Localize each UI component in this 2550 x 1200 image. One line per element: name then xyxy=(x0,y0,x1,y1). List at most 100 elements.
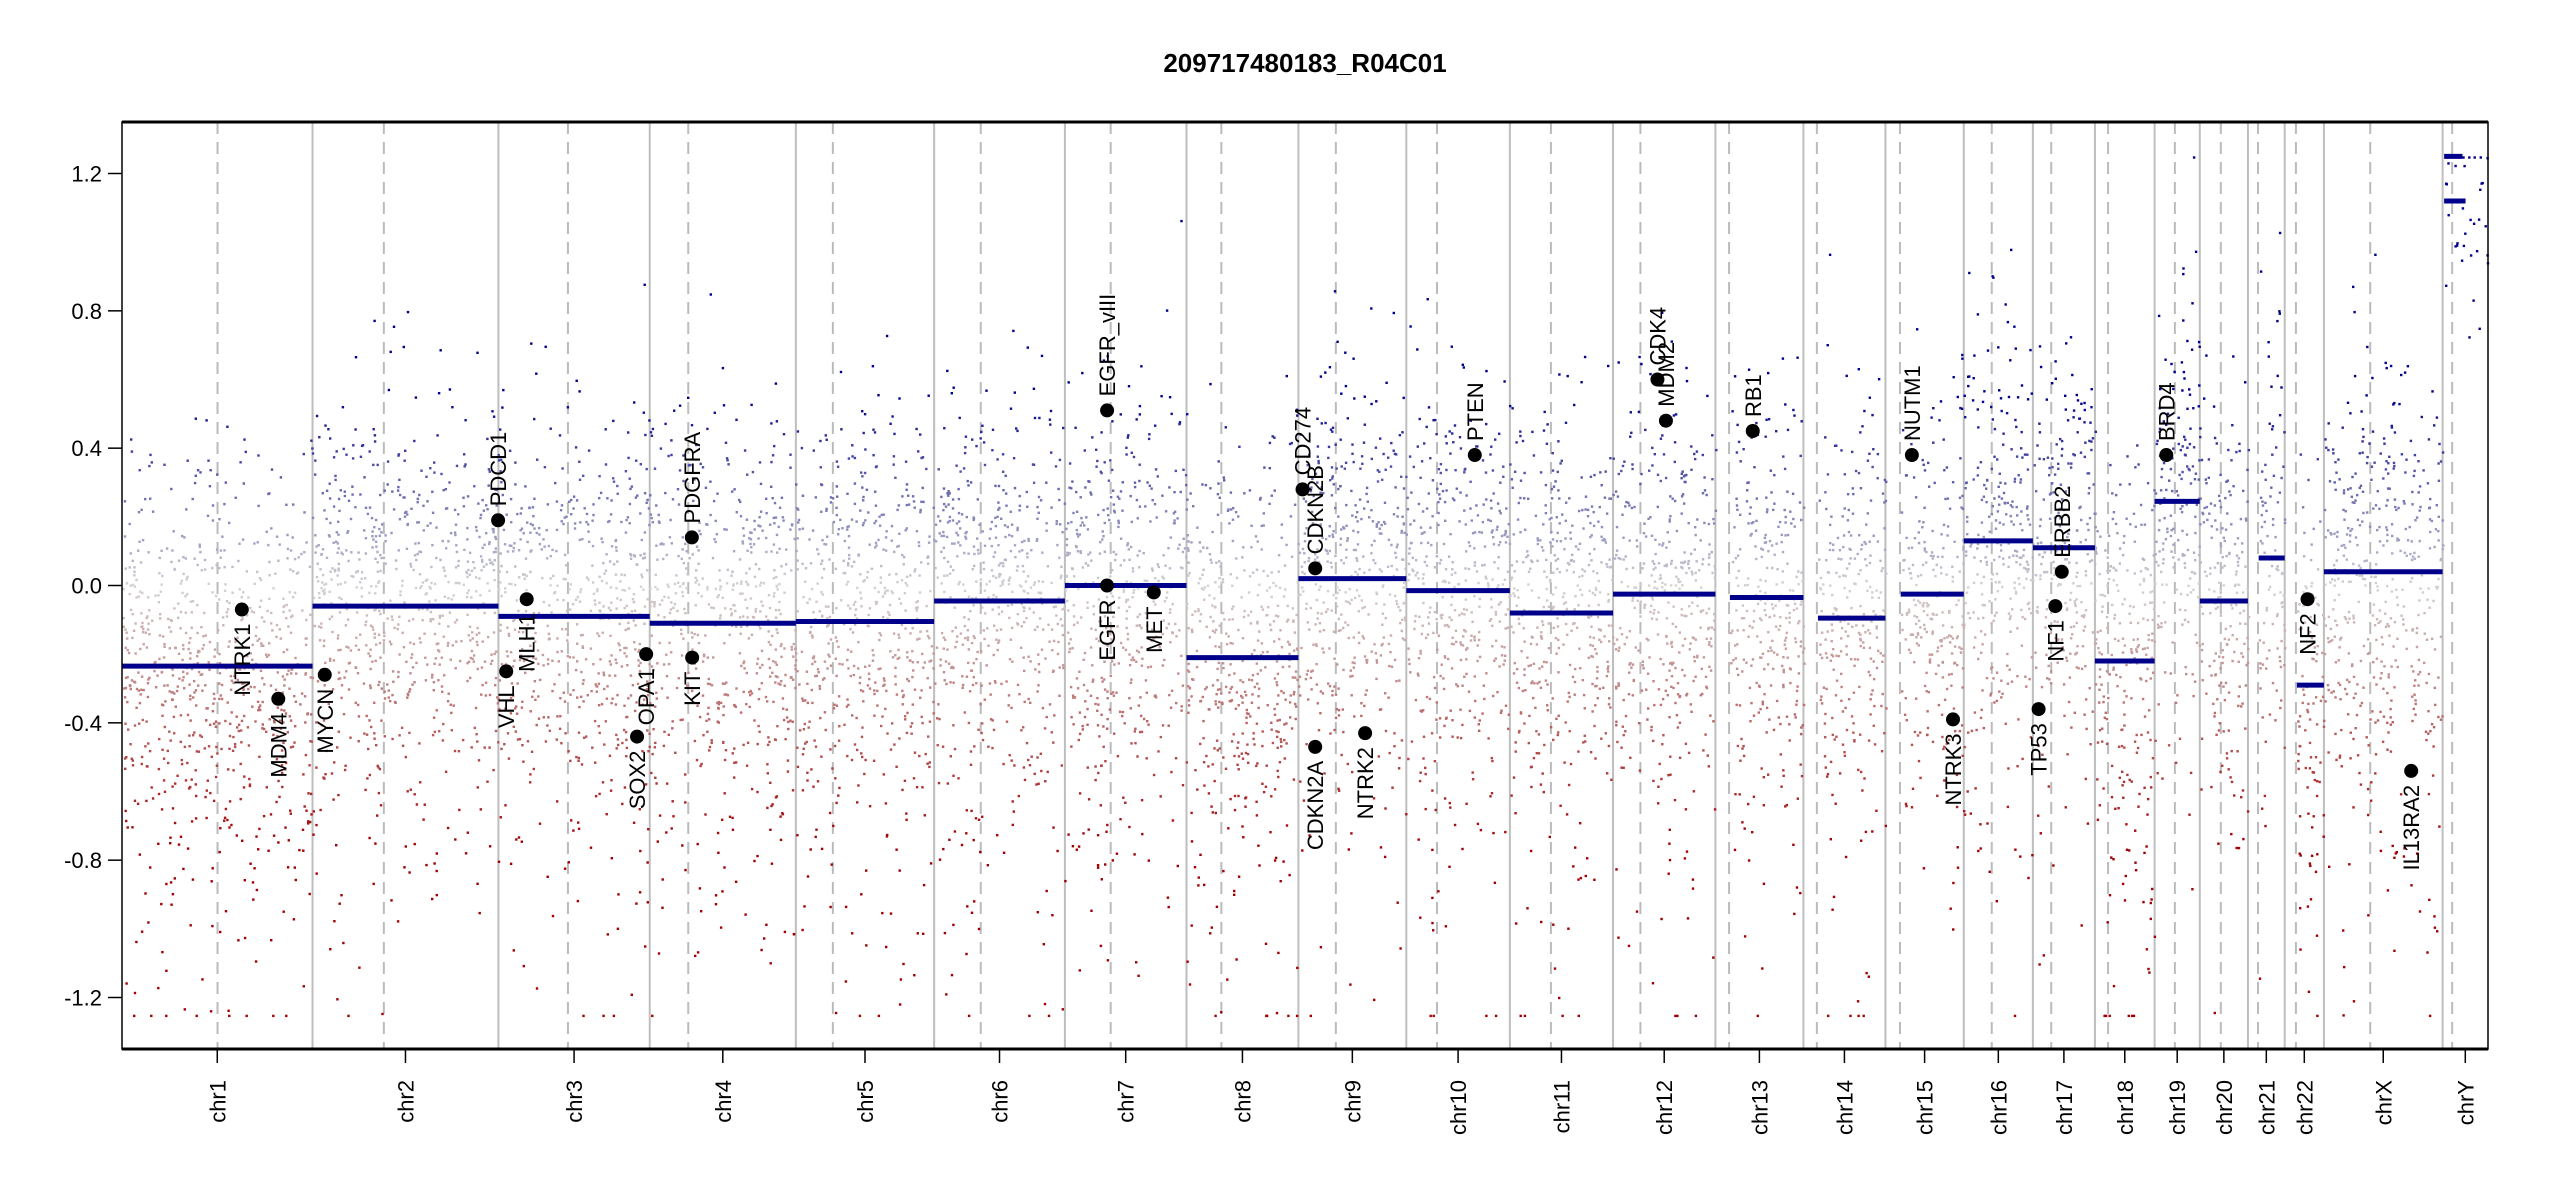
probe-point xyxy=(390,643,393,646)
probe-point xyxy=(162,635,165,638)
probe-point xyxy=(562,522,565,526)
probe-point xyxy=(575,379,578,382)
probe-point xyxy=(186,713,190,717)
probe-point xyxy=(1032,583,1036,586)
probe-point xyxy=(137,549,140,552)
probe-point xyxy=(887,611,890,614)
probe-point xyxy=(1111,468,1114,472)
probe-point xyxy=(478,631,481,635)
probe-point xyxy=(895,765,898,768)
probe-point xyxy=(283,678,286,681)
probe-point xyxy=(674,592,677,595)
probe-point xyxy=(815,600,818,603)
probe-point xyxy=(310,740,313,743)
probe-point xyxy=(925,467,928,471)
probe-point xyxy=(1074,426,1077,429)
probe-point xyxy=(195,704,198,707)
probe-point xyxy=(284,768,287,771)
probe-point xyxy=(324,582,328,585)
probe-point xyxy=(749,597,753,600)
probe-point xyxy=(1018,494,1021,498)
probe-point xyxy=(433,461,436,464)
probe-point xyxy=(730,614,733,617)
probe-point xyxy=(612,419,615,423)
probe-point xyxy=(1105,596,1109,599)
probe-point xyxy=(835,801,838,805)
probe-point xyxy=(1072,696,1075,699)
probe-point xyxy=(1247,712,1250,716)
probe-point xyxy=(205,719,208,722)
probe-point xyxy=(957,583,960,586)
probe-point xyxy=(956,534,960,537)
probe-point xyxy=(1287,1014,1290,1018)
probe-point xyxy=(812,785,815,788)
probe-point xyxy=(409,562,412,566)
probe-point xyxy=(1344,621,1347,624)
probe-point xyxy=(1152,773,1156,777)
probe-point xyxy=(1067,609,1070,612)
probe-point xyxy=(1172,512,1176,515)
probe-point xyxy=(1018,584,1022,587)
probe-point xyxy=(232,769,235,772)
probe-point xyxy=(1390,665,1394,668)
probe-point xyxy=(223,502,226,506)
probe-point xyxy=(1256,622,1259,625)
probe-point xyxy=(697,583,701,586)
probe-point xyxy=(417,541,420,545)
probe-point xyxy=(1094,765,1097,768)
probe-point xyxy=(336,583,340,586)
probe-point xyxy=(206,779,209,782)
probe-point xyxy=(1116,625,1119,628)
probe-point xyxy=(733,776,736,779)
probe-point xyxy=(293,741,296,744)
probe-point xyxy=(468,573,471,576)
probe-point xyxy=(343,490,346,493)
probe-point xyxy=(304,672,308,675)
probe-point xyxy=(1071,845,1075,848)
probe-point xyxy=(684,801,687,804)
probe-point xyxy=(1394,556,1398,559)
probe-point xyxy=(710,739,713,742)
probe-point xyxy=(288,591,291,594)
probe-point xyxy=(1131,570,1135,573)
probe-point xyxy=(392,508,396,511)
probe-point xyxy=(791,720,794,723)
probe-point xyxy=(1327,456,1330,460)
probe-point xyxy=(337,533,340,536)
probe-point xyxy=(967,618,970,621)
probe-point xyxy=(1079,496,1082,499)
probe-point xyxy=(979,850,982,854)
probe-point xyxy=(223,589,227,592)
probe-point xyxy=(301,828,305,831)
probe-point xyxy=(960,513,964,516)
probe-point xyxy=(515,599,518,602)
probe-point xyxy=(1292,778,1296,781)
probe-point xyxy=(533,680,536,683)
probe-point xyxy=(1117,519,1120,522)
probe-point xyxy=(197,684,200,687)
probe-point xyxy=(1112,694,1116,697)
probe-point xyxy=(218,850,221,854)
probe-point xyxy=(1315,643,1318,646)
probe-point xyxy=(1375,592,1379,596)
probe-point xyxy=(285,648,289,651)
probe-point xyxy=(517,630,521,634)
probe-point xyxy=(349,736,352,739)
probe-point xyxy=(857,784,860,787)
probe-point xyxy=(598,475,601,478)
probe-point xyxy=(811,701,814,705)
probe-point xyxy=(507,632,510,636)
probe-point xyxy=(144,497,147,501)
probe-point xyxy=(535,987,539,990)
probe-point xyxy=(904,582,907,585)
probe-point xyxy=(1100,764,1103,767)
probe-point xyxy=(1053,714,1056,717)
probe-point xyxy=(834,1011,838,1015)
probe-point xyxy=(412,642,416,646)
probe-point xyxy=(943,427,946,430)
probe-point xyxy=(1072,604,1075,607)
probe-point xyxy=(630,610,634,613)
probe-point xyxy=(872,759,876,762)
probe-point xyxy=(967,661,970,665)
probe-point xyxy=(278,543,281,546)
